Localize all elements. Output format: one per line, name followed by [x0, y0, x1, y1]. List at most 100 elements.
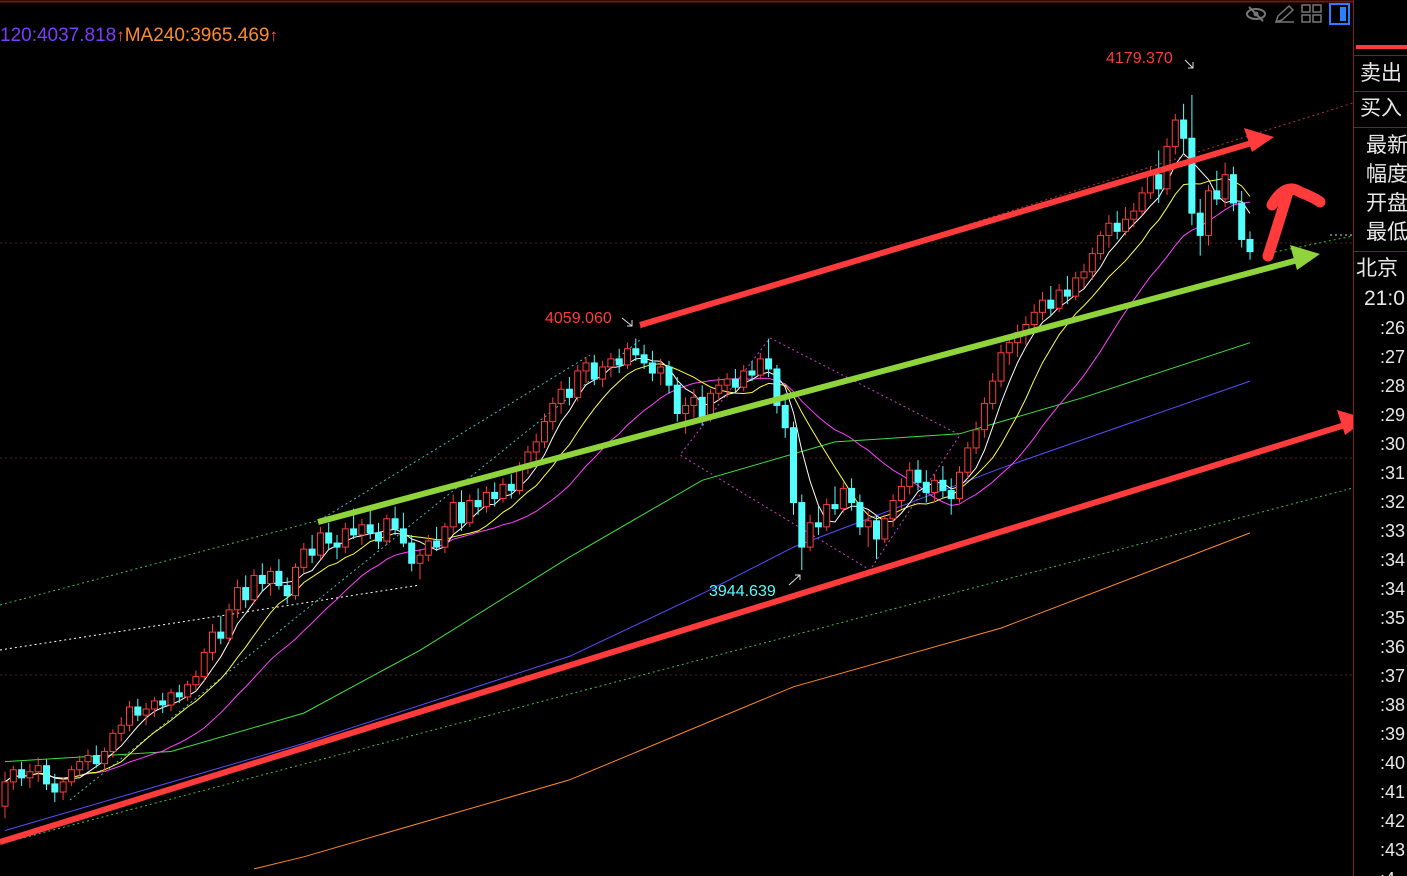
ma-legend: 120:4037.818↑MA240:3965.469↑: [0, 25, 278, 47]
candle-body: [682, 404, 690, 415]
candle: [765, 338, 773, 378]
candle: [126, 700, 133, 732]
candle-body: [34, 765, 42, 773]
time-ticks: :26:27:28:29:30:31:32:33:34:34:35:36:37:…: [1354, 314, 1405, 876]
candle-body: [474, 500, 482, 508]
pencil-icon[interactable]: [1272, 3, 1296, 25]
candle: [723, 373, 731, 398]
candle: [9, 765, 17, 790]
candle-body: [391, 518, 399, 530]
time-label: 21:0: [1364, 287, 1405, 310]
candle-body: [333, 542, 341, 548]
candle: [831, 486, 839, 515]
trend-arrows: [0, 128, 1353, 845]
candle: [233, 579, 241, 618]
candle: [1196, 198, 1204, 256]
candle: [300, 543, 308, 574]
candle: [972, 421, 980, 454]
candle: [690, 389, 698, 418]
candle-body: [590, 362, 598, 380]
candle: [1221, 162, 1229, 208]
sell-button[interactable]: 卖出: [1354, 55, 1407, 92]
hand-drawn-up-arrow: [1262, 183, 1326, 262]
candle-body: [881, 518, 889, 540]
candle: [989, 373, 997, 410]
candle: [1088, 247, 1096, 280]
candle: [798, 494, 806, 571]
candle-body: [549, 402, 557, 423]
candle-body: [1097, 234, 1105, 255]
candle-body: [26, 771, 34, 779]
panel-toggle-icon[interactable]: [1328, 3, 1352, 25]
candle: [209, 624, 216, 661]
candle: [366, 510, 374, 540]
grid-lines: [0, 234, 1353, 676]
candle: [51, 773, 59, 803]
candle: [109, 729, 117, 758]
candle-body: [541, 421, 548, 443]
buy-label: 买入: [1360, 97, 1402, 120]
candle-body: [1113, 222, 1121, 232]
quote-label-latest: 最新: [1366, 134, 1407, 157]
candle: [524, 445, 532, 475]
candle: [748, 360, 756, 382]
candle-body: [690, 396, 698, 406]
time-tick: :32: [1380, 492, 1406, 512]
candle-body: [624, 348, 631, 366]
candle-body: [798, 502, 806, 548]
candle-body: [1005, 342, 1013, 354]
candle: [590, 354, 598, 386]
candle-body: [1047, 299, 1055, 309]
sell-label: 卖出: [1360, 62, 1402, 85]
candle-body: [897, 485, 905, 502]
candle-body: [1229, 174, 1237, 204]
time-tick: :35: [1380, 608, 1406, 628]
candle: [250, 569, 258, 604]
candle-body: [1213, 190, 1221, 200]
candle: [1155, 150, 1163, 204]
time-tick: :26: [1380, 318, 1406, 338]
candle-body: [441, 526, 449, 548]
candle-body: [715, 384, 723, 394]
candle: [499, 478, 507, 503]
candle-body: [532, 441, 540, 453]
candle-body: [856, 502, 864, 528]
candlestick-chart[interactable]: [0, 0, 1353, 876]
candle-body: [1180, 119, 1188, 139]
candle-body: [748, 370, 756, 376]
candle-body: [599, 366, 607, 380]
candle-body: [665, 366, 673, 386]
candle: [557, 381, 565, 414]
candle-body: [557, 388, 565, 404]
candle: [1005, 336, 1013, 365]
candle: [391, 506, 399, 535]
time-tick: :38: [1380, 695, 1406, 715]
candle-body: [167, 692, 175, 706]
candle-body: [1171, 119, 1179, 147]
candle-body: [1039, 299, 1046, 313]
candle-body: [458, 502, 465, 524]
candle-body: [76, 761, 84, 771]
quote-label-low: 最低: [1366, 221, 1407, 244]
candle-body: [250, 574, 258, 601]
candle-body: [673, 384, 681, 415]
candle: [1105, 215, 1113, 248]
green-trendline: [317, 257, 1299, 525]
candle-body: [1130, 210, 1138, 220]
candle: [873, 514, 880, 560]
candle-body: [947, 489, 955, 500]
candle: [34, 757, 42, 782]
candle: [582, 356, 590, 384]
mid-high-price-label: 4059.060: [545, 310, 612, 327]
candle: [881, 514, 889, 544]
candle-body: [814, 522, 822, 528]
magenta-dotted-box: [679, 337, 961, 571]
buy-button[interactable]: 买入: [1354, 91, 1407, 128]
eye-slash-icon[interactable]: [1244, 3, 1268, 25]
candle: [225, 603, 233, 643]
candle: [1180, 103, 1188, 155]
grid-icon[interactable]: [1300, 3, 1324, 25]
time-tick: :27: [1380, 347, 1406, 367]
lower-green-dotted: [0, 487, 1353, 845]
price-markers: [621, 59, 1194, 586]
